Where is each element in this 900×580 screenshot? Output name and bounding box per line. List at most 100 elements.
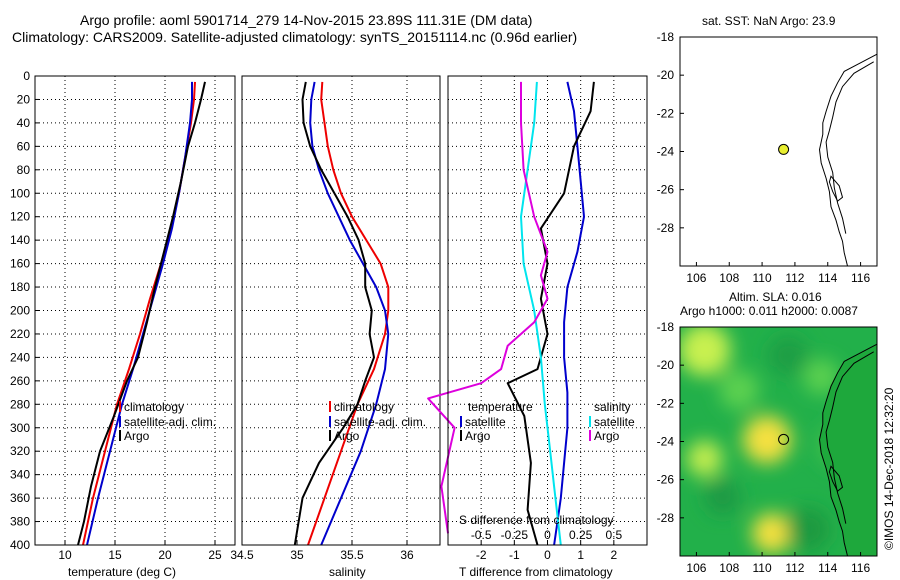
sla-map-title-2: Argo h1000: 0.011 h2000: 0.0087 [680, 304, 858, 318]
diff-top-xlabel: S difference from climatology [459, 513, 614, 527]
map-x-tick-label: 108 [719, 561, 739, 575]
map-x-tick-label: 112 [785, 561, 804, 575]
y-tick-label: 300 [10, 421, 30, 435]
panel-salinity: 34.5 35 35.5 36 [230, 75, 441, 562]
s-tick-label: 0.25 [569, 528, 593, 542]
sal-legend-argo: Argo [334, 429, 360, 443]
legend-swatch [460, 430, 462, 441]
map-y-tick-label: -22 [657, 396, 675, 410]
s-tick-label: -0.5 [471, 528, 492, 542]
legend-swatch [119, 416, 121, 427]
legend-swatch [589, 430, 591, 441]
temp-legend-satellite: satellite-adj. clim. [124, 415, 216, 429]
diff-legend-temperature-title: temperature [468, 400, 533, 414]
y-tick-label: 180 [10, 280, 30, 294]
axes-box [241, 75, 441, 546]
map-frame [679, 36, 878, 267]
map-x-tick-label: 114 [818, 271, 837, 285]
series-line [77, 81, 206, 546]
legend-swatch [329, 430, 331, 441]
argo-position-marker [778, 433, 790, 445]
sla-map-title-1: Altim. SLA: 0.016 [729, 290, 822, 304]
argo-position-marker [778, 143, 790, 155]
x-tick-label: -2 [476, 548, 487, 562]
map-x-tick-label: 106 [686, 561, 706, 575]
map-y-tick-label: -26 [657, 473, 675, 487]
x-tick-label: 35 [290, 548, 304, 562]
sla-blob [686, 440, 723, 477]
map-x-tick-label: 116 [851, 271, 870, 285]
legend-swatch [460, 416, 462, 427]
x-tick-label: 2 [610, 548, 617, 562]
land-area [819, 344, 877, 556]
x-tick-label: 10 [58, 548, 72, 562]
y-tick-label: 400 [10, 538, 30, 552]
panel-sst_map: 106 108 110 112 114 116 -28 -26 -24 -22 -20 -18 [657, 30, 878, 285]
map-x-tick-label: 116 [851, 561, 870, 575]
series-line [86, 81, 193, 546]
legend-swatch [329, 401, 331, 412]
x-tick-label: 34.5 [230, 548, 254, 562]
sal-xlabel: salinity [329, 565, 366, 579]
temp-xlabel: temperature (deg C) [68, 565, 176, 579]
diff-legend-temp-argo: Argo [465, 429, 491, 443]
diff-legend-sal-argo: Argo [594, 429, 620, 443]
credit-text: ©IMOS 14-Dec-2018 12:32:20 [882, 387, 896, 550]
y-tick-label: 260 [10, 374, 30, 388]
series-line [506, 81, 595, 546]
sal-legend-satellite: satellite-adj. clim. [334, 415, 426, 429]
panel-sla_map: 106 108 110 112 114 116 -28 -26 -24 -22 -20 -18 [657, 320, 878, 575]
y-tick-label: 200 [10, 304, 30, 318]
x-tick-label: 20 [158, 548, 172, 562]
map-area [680, 327, 877, 556]
map-x-tick-label: 112 [785, 271, 804, 285]
series-line [82, 81, 196, 546]
y-tick-label: 100 [10, 186, 30, 200]
map-y-tick-label: -20 [657, 358, 675, 372]
diff-legend-salinity-title: salinity [594, 400, 631, 414]
coastline [818, 343, 877, 556]
x-tick-label: 15 [108, 548, 122, 562]
sla-blob [803, 358, 840, 395]
s-tick-label: 0.5 [605, 528, 622, 542]
series-line [427, 81, 549, 534]
map-y-tick-label: -20 [657, 68, 675, 82]
sla-blob [743, 415, 792, 464]
title-line-2: Climatology: CARS2009. Satellite-adjuste… [12, 29, 577, 45]
x-tick-label: -1 [509, 548, 520, 562]
panel-temperature: 10 15 20 25 0 20 40 60 80 100 120 140 160 180 200 220 24… [10, 69, 236, 562]
y-tick-label: 0 [23, 69, 30, 83]
map-y-tick-label: -26 [657, 183, 675, 197]
legend-swatch [119, 430, 121, 441]
sal-legend-climatology: climatology [334, 400, 394, 414]
y-tick-label: 320 [10, 444, 30, 458]
y-tick-label: 380 [10, 515, 30, 529]
series-line [553, 81, 585, 546]
sla-blob [768, 335, 809, 376]
coastline [818, 53, 877, 266]
sla-blob [786, 507, 831, 552]
sla-blob [704, 478, 741, 515]
shark-bay-outline [828, 465, 844, 492]
island-outline [825, 61, 874, 234]
y-tick-label: 220 [10, 327, 30, 341]
map-x-tick-label: 110 [753, 561, 772, 575]
x-tick-label: 36 [400, 548, 414, 562]
y-tick-label: 280 [10, 397, 30, 411]
y-tick-label: 240 [10, 350, 30, 364]
y-tick-label: 20 [17, 92, 31, 106]
x-tick-label: 25 [208, 548, 222, 562]
map-x-tick-label: 108 [719, 271, 739, 285]
x-tick-label: 0 [544, 548, 551, 562]
map-y-tick-label: -22 [657, 106, 675, 120]
diff-legend-sal-satellite: satellite [594, 415, 635, 429]
series-line [307, 81, 390, 546]
legend-swatch [329, 416, 331, 427]
s-tick-label: 0 [544, 528, 551, 542]
sla-blob [680, 327, 731, 376]
y-tick-label: 160 [10, 257, 30, 271]
legend-swatch [589, 416, 591, 427]
map-y-tick-label: -28 [657, 511, 675, 525]
series-line [520, 81, 562, 546]
temp-legend-argo: Argo [124, 429, 150, 443]
